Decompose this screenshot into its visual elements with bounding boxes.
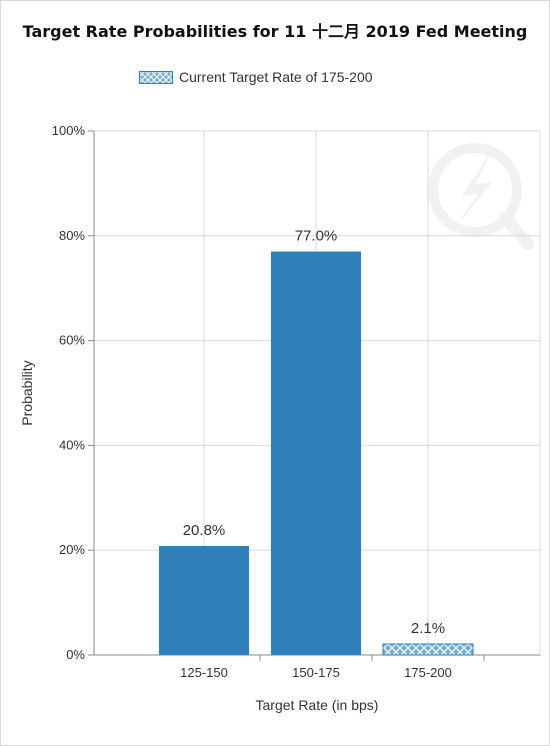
legend: Current Target Rate of 175-200	[139, 68, 373, 86]
data-label-175-200: 2.1%	[411, 620, 445, 637]
x-tick-label: 175-200	[404, 665, 452, 680]
data-label-150-175: 77.0%	[295, 228, 338, 245]
x-tick-label: 150-175	[292, 665, 340, 680]
x-tick-label: 125-150	[180, 665, 228, 680]
y-tick-label: 100%	[52, 123, 86, 138]
y-tick-label: 60%	[59, 333, 85, 348]
y-tick-label: 80%	[59, 228, 85, 243]
chart-title: Target Rate Probabilities for 11 十二月 201…	[22, 22, 528, 41]
legend-swatch-crosshatch	[139, 70, 173, 84]
x-axis-title: Target Rate (in bps)	[256, 697, 379, 713]
data-label-125-150: 20.8%	[183, 522, 226, 539]
labels: 0% 20% 40% 60% 80% 100% 20.8% 125-150 77.0% 150-1…	[19, 123, 452, 713]
bars	[159, 251, 474, 656]
bar-125-150	[159, 546, 249, 655]
legend-label: Current Target Rate of 175-200	[179, 69, 373, 85]
bar-150-175	[271, 251, 361, 655]
y-axis-title: Probability	[19, 360, 35, 425]
y-tick-label: 20%	[59, 542, 85, 557]
y-tick-label: 0%	[66, 647, 85, 662]
watermark-logo	[428, 143, 534, 250]
bar-175-200	[382, 643, 474, 656]
y-tick-label: 40%	[59, 437, 85, 452]
